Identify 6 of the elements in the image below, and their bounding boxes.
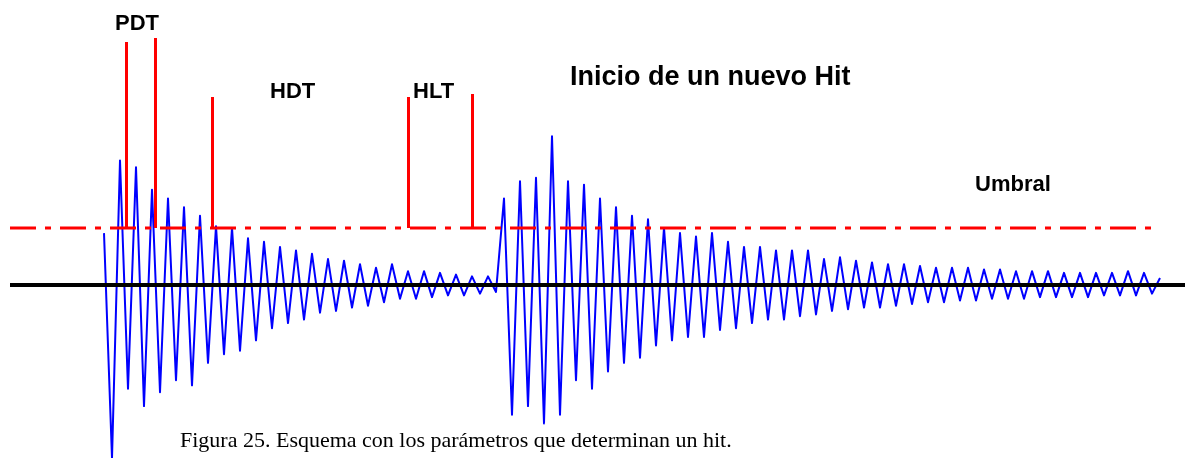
text: HDT	[270, 77, 317, 105]
annotation: Figura 25. Esquema con los parámetros que determinan un hit.	[180, 426, 733, 454]
text: HLT	[413, 77, 456, 105]
text: Inicio de un nuevo Hit	[570, 60, 852, 93]
ref-line-label: Umbral	[975, 170, 1051, 196]
text: PDT	[115, 9, 160, 37]
